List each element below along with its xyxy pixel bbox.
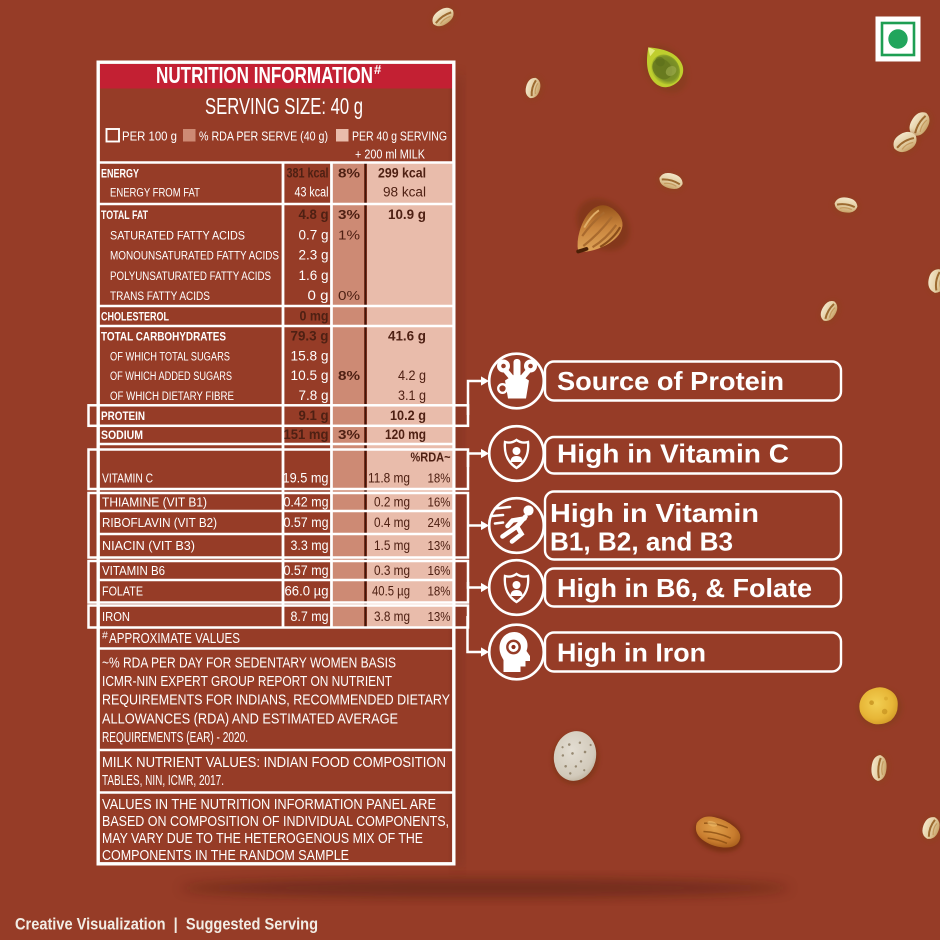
- svg-text:#: #: [102, 630, 108, 642]
- svg-text:MILK NUTRIENT VALUES: INDIAN F: MILK NUTRIENT VALUES: INDIAN FOOD COMPOS…: [102, 754, 446, 771]
- svg-text:3.3 mg: 3.3 mg: [291, 538, 329, 554]
- svg-text:0 mg: 0 mg: [300, 309, 329, 325]
- svg-text:NIACIN (VIT B3): NIACIN (VIT B3): [102, 538, 195, 553]
- svg-text:299 kcal: 299 kcal: [378, 166, 426, 182]
- svg-text:8.7 mg: 8.7 mg: [291, 609, 329, 625]
- svg-text:High in Iron: High in Iron: [557, 638, 706, 668]
- svg-text:BASED ON COMPOSITION OF INDIVI: BASED ON COMPOSITION OF INDIVIDUAL COMPO…: [102, 813, 449, 830]
- svg-text:11.8 mg: 11.8 mg: [368, 471, 410, 487]
- svg-text:REQUIREMENTS FOR INDIANS, RECO: REQUIREMENTS FOR INDIANS, RECOMMENDED DI…: [102, 692, 450, 709]
- svg-text:16%: 16%: [428, 563, 451, 578]
- svg-text:POLYUNSATURATED FATTY ACIDS: POLYUNSATURATED FATTY ACIDS: [110, 269, 271, 283]
- svg-text:41.6 g: 41.6 g: [388, 328, 426, 344]
- svg-text:TABLES, NIN, ICMR, 2017.: TABLES, NIN, ICMR, 2017.: [102, 772, 224, 789]
- svg-text:High in B6, & Folate: High in B6, & Folate: [557, 573, 812, 603]
- svg-text:3%: 3%: [338, 427, 361, 442]
- svg-text:98 kcal: 98 kcal: [383, 185, 426, 201]
- svg-text:7.8 g: 7.8 g: [299, 388, 329, 404]
- svg-text:79.3 g: 79.3 g: [291, 328, 329, 344]
- svg-text:10.9 g: 10.9 g: [388, 207, 426, 223]
- svg-text:VITAMIN B6: VITAMIN B6: [102, 563, 165, 578]
- svg-text:IRON: IRON: [102, 609, 130, 624]
- svg-text:TRANS FATTY ACIDS: TRANS FATTY ACIDS: [110, 289, 210, 303]
- svg-text:66.0 µg: 66.0 µg: [285, 584, 329, 600]
- svg-text:SODIUM: SODIUM: [101, 428, 143, 442]
- svg-text:FOLATE: FOLATE: [102, 584, 143, 599]
- svg-text:0.3 mg: 0.3 mg: [374, 563, 410, 579]
- svg-text:NUTRITION INFORMATION: NUTRITION INFORMATION: [156, 62, 373, 88]
- svg-text:% RDA PER SERVE (40 g): % RDA PER SERVE (40 g): [199, 130, 328, 144]
- svg-text:8%: 8%: [338, 166, 361, 181]
- svg-text:10.5 g: 10.5 g: [291, 368, 329, 384]
- svg-text:TOTAL CARBOHYDRATES: TOTAL CARBOHYDRATES: [101, 329, 226, 343]
- svg-text:SATURATED FATTY ACIDS: SATURATED FATTY ACIDS: [110, 228, 245, 242]
- svg-text:VALUES IN THE NUTRITION INFORM: VALUES IN THE NUTRITION INFORMATION PANE…: [102, 796, 436, 813]
- svg-text:19.5 mg: 19.5 mg: [283, 471, 329, 487]
- svg-text:0.4 mg: 0.4 mg: [374, 515, 410, 531]
- svg-text:10.2 g: 10.2 g: [390, 408, 426, 424]
- svg-text:18%: 18%: [428, 584, 451, 599]
- svg-text:1%: 1%: [338, 227, 361, 242]
- svg-text:ICMR-NIN EXPERT GROUP REPORT O: ICMR-NIN EXPERT GROUP REPORT ON NUTRIENT: [102, 673, 392, 690]
- svg-text:VITAMIN C: VITAMIN C: [102, 471, 153, 486]
- svg-text:3%: 3%: [338, 207, 361, 222]
- svg-text:OF WHICH DIETARY FIBRE: OF WHICH DIETARY FIBRE: [110, 389, 234, 403]
- svg-text:THIAMINE (VIT B1): THIAMINE (VIT B1): [102, 495, 207, 510]
- svg-text:MONOUNSATURATED FATTY ACIDS: MONOUNSATURATED FATTY ACIDS: [110, 249, 279, 263]
- svg-text:OF WHICH TOTAL SUGARS: OF WHICH TOTAL SUGARS: [110, 349, 230, 363]
- svg-text:120 mg: 120 mg: [385, 427, 426, 443]
- svg-text:PROTEIN: PROTEIN: [101, 409, 145, 423]
- svg-text:Source of Protein: Source of Protein: [557, 366, 784, 396]
- svg-text:#: #: [374, 62, 382, 77]
- svg-text:High in Vitamin: High in Vitamin: [550, 498, 759, 528]
- svg-text:13%: 13%: [428, 538, 451, 553]
- svg-text:0%: 0%: [338, 288, 361, 303]
- svg-text:0.57 mg: 0.57 mg: [284, 563, 329, 579]
- svg-text:%RDA~: %RDA~: [411, 451, 451, 465]
- svg-text:SERVING SIZE: 40 g: SERVING SIZE: 40 g: [205, 93, 363, 119]
- svg-text:0 g: 0 g: [308, 288, 329, 304]
- svg-text:3.8 mg: 3.8 mg: [374, 609, 410, 625]
- svg-text:1.5 mg: 1.5 mg: [374, 538, 410, 554]
- svg-text:1.6 g: 1.6 g: [299, 268, 329, 284]
- svg-text:+ 200 ml MILK: + 200 ml MILK: [355, 148, 426, 162]
- svg-text:B1, B2, and B3: B1, B2, and B3: [550, 527, 733, 557]
- svg-text:0.42 mg: 0.42 mg: [284, 495, 329, 511]
- svg-text:43 kcal: 43 kcal: [295, 185, 329, 201]
- svg-text:RIBOFLAVIN (VIT B2): RIBOFLAVIN (VIT B2): [102, 515, 217, 530]
- svg-text:0.7 g: 0.7 g: [299, 227, 329, 243]
- svg-text:0.2 mg: 0.2 mg: [374, 495, 410, 511]
- svg-text:4.8 g: 4.8 g: [299, 207, 329, 223]
- svg-text:MAY VARY DUE TO THE HETEROGENO: MAY VARY DUE TO THE HETEROGENOUS MIX OF …: [102, 830, 423, 847]
- svg-text:REQUIREMENTS (EAR) - 2020.: REQUIREMENTS (EAR) - 2020.: [102, 729, 248, 746]
- svg-text:3.1 g: 3.1 g: [398, 388, 426, 404]
- svg-text:ENERGY FROM FAT: ENERGY FROM FAT: [110, 186, 200, 200]
- svg-text:High in Vitamin C: High in Vitamin C: [557, 439, 789, 469]
- svg-text:OF WHICH ADDED SUGARS: OF WHICH ADDED SUGARS: [110, 369, 232, 383]
- svg-text:COMPONENTS IN THE RANDOM SAMPL: COMPONENTS IN THE RANDOM SAMPLE: [102, 847, 349, 864]
- svg-text:TOTAL FAT: TOTAL FAT: [101, 208, 148, 222]
- svg-text:15.8 g: 15.8 g: [291, 348, 329, 364]
- svg-text:0.57 mg: 0.57 mg: [284, 515, 329, 531]
- svg-text:8%: 8%: [338, 368, 361, 383]
- svg-text:PER 100 g: PER 100 g: [122, 130, 177, 144]
- svg-text:13%: 13%: [428, 609, 451, 624]
- svg-text:CHOLESTEROL: CHOLESTEROL: [101, 310, 169, 324]
- svg-text:PER 40 g SERVING: PER 40 g SERVING: [352, 130, 447, 144]
- svg-text:2.3 g: 2.3 g: [299, 248, 329, 264]
- svg-text:ENERGY: ENERGY: [101, 167, 139, 181]
- svg-text:9.1 g: 9.1 g: [299, 408, 329, 424]
- svg-text:24%: 24%: [428, 515, 451, 530]
- svg-text:Creative Visualization | Sug: Creative Visualization | Suggested Servi…: [15, 916, 318, 934]
- svg-text:16%: 16%: [428, 495, 451, 510]
- svg-text:381 kcal: 381 kcal: [287, 166, 329, 182]
- svg-text:APPROXIMATE VALUES: APPROXIMATE VALUES: [109, 631, 240, 647]
- svg-text:4.2 g: 4.2 g: [398, 368, 426, 384]
- svg-text:40.5 µg: 40.5 µg: [372, 584, 410, 600]
- svg-text:151 mg: 151 mg: [284, 427, 329, 443]
- svg-text:ALLOWANCES (RDA) AND ESTIMATED: ALLOWANCES (RDA) AND ESTIMATED AVERAGE: [102, 710, 398, 727]
- svg-text:~% RDA PER DAY FOR SEDENTARY W: ~% RDA PER DAY FOR SEDENTARY WOMEN BASIS: [102, 655, 396, 672]
- svg-text:18%: 18%: [428, 471, 451, 486]
